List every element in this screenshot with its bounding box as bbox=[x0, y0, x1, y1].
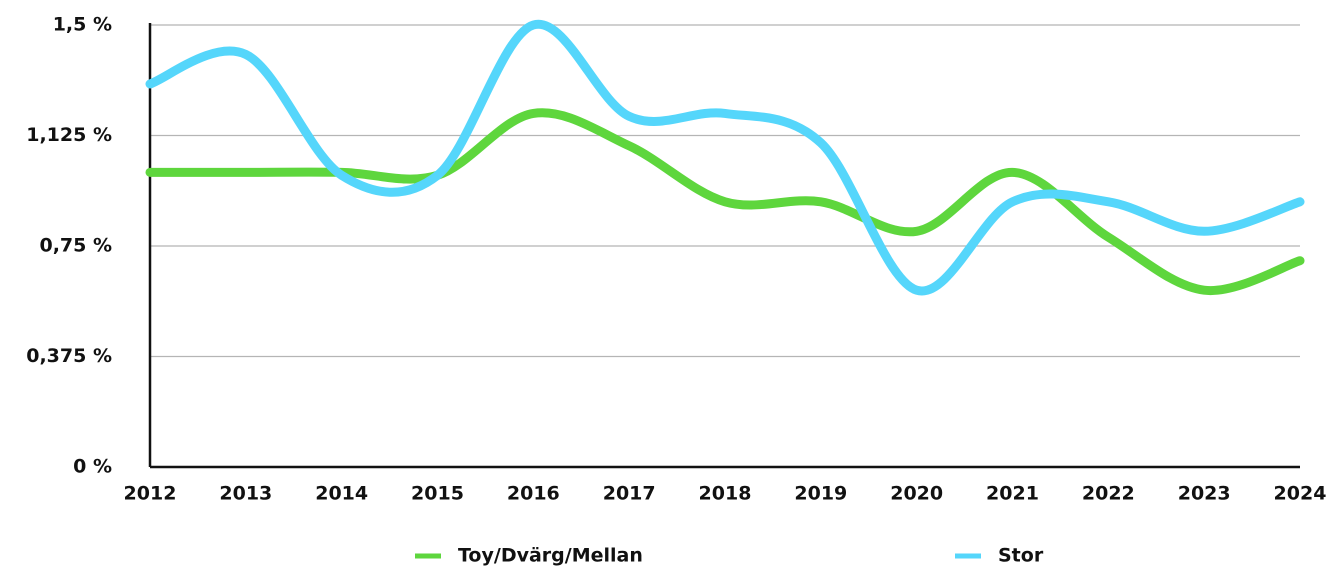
x-tick-label: 2016 bbox=[507, 483, 560, 505]
y-tick-label: 1,5 % bbox=[53, 14, 112, 36]
x-tick-label: 2021 bbox=[986, 483, 1039, 505]
x-tick-label: 2017 bbox=[603, 483, 656, 505]
x-tick-label: 2012 bbox=[124, 483, 177, 505]
x-tick-label: 2018 bbox=[699, 483, 752, 505]
x-tick-label: 2022 bbox=[1082, 483, 1135, 505]
x-tick-label: 2013 bbox=[219, 483, 272, 505]
legend-label: Stor bbox=[998, 545, 1044, 567]
x-tick-label: 2014 bbox=[315, 483, 368, 505]
y-tick-label: 0,75 % bbox=[39, 235, 112, 257]
series-line bbox=[145, 19, 1305, 296]
x-tick-label: 2023 bbox=[1178, 483, 1231, 505]
x-tick-label: 2024 bbox=[1274, 483, 1327, 505]
y-tick-label: 0 % bbox=[73, 456, 112, 478]
y-tick-label: 1,125 % bbox=[26, 124, 112, 146]
series-line bbox=[145, 108, 1305, 296]
x-tick-label: 2020 bbox=[890, 483, 943, 505]
x-tick-label: 2019 bbox=[794, 483, 847, 505]
y-tick-label: 0,375 % bbox=[26, 345, 112, 367]
x-tick-label: 2015 bbox=[411, 483, 464, 505]
legend-label: Toy/Dvärg/Mellan bbox=[458, 545, 643, 567]
